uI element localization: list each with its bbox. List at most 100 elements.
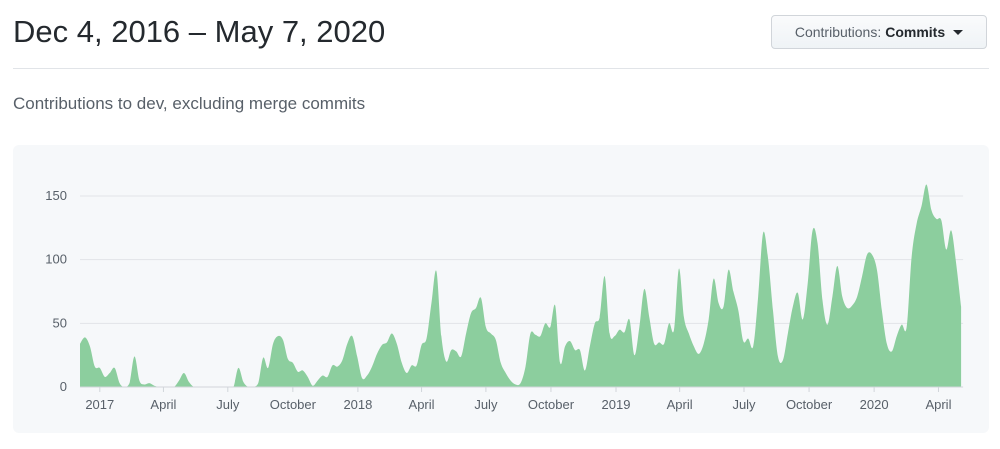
data-point — [439, 334, 443, 338]
data-point — [583, 368, 587, 372]
data-point — [672, 328, 676, 332]
data-point — [142, 382, 146, 386]
data-point — [702, 342, 706, 346]
data-point — [405, 371, 409, 375]
data-point — [256, 381, 260, 385]
data-point — [642, 287, 646, 291]
data-point — [558, 361, 562, 365]
data-point — [88, 344, 92, 348]
data-point — [751, 344, 755, 348]
data-point — [420, 343, 424, 347]
data-point — [722, 305, 726, 309]
data-point — [533, 333, 537, 337]
data-point — [345, 342, 349, 346]
data-point — [682, 315, 686, 319]
data-point — [538, 334, 542, 338]
data-point — [385, 340, 389, 344]
data-point — [528, 332, 532, 336]
data-point — [469, 311, 473, 315]
data-point — [429, 301, 433, 305]
data-point — [464, 332, 468, 336]
x-tick-label: 2020 — [860, 397, 889, 412]
data-point — [306, 375, 310, 379]
data-point — [905, 325, 909, 329]
data-point — [915, 222, 919, 226]
data-point — [771, 309, 775, 313]
data-point — [355, 354, 359, 358]
data-point — [623, 330, 627, 334]
data-point — [98, 366, 102, 370]
data-point — [514, 382, 518, 386]
data-point — [895, 334, 899, 338]
data-point — [350, 334, 354, 338]
data-point — [766, 256, 770, 260]
dropdown-prefix: Contributions: — [794, 24, 882, 40]
x-tick-label: July — [474, 397, 498, 412]
data-point — [627, 318, 631, 322]
data-point — [301, 368, 305, 372]
data-point — [845, 306, 849, 310]
divider — [13, 68, 989, 69]
data-point — [741, 339, 745, 343]
data-point — [618, 328, 622, 332]
data-point — [296, 370, 300, 374]
data-point — [335, 365, 339, 369]
y-tick-label: 100 — [45, 252, 67, 267]
x-tick-label: April — [925, 397, 951, 412]
data-point — [830, 295, 834, 299]
data-point — [944, 247, 948, 251]
data-point — [93, 365, 97, 369]
data-point — [647, 315, 651, 319]
data-point — [187, 380, 191, 384]
data-point — [519, 381, 523, 385]
contributions-dropdown[interactable]: Contributions: Commits — [771, 15, 987, 49]
data-point — [118, 381, 122, 385]
data-point — [840, 295, 844, 299]
data-point — [588, 344, 592, 348]
data-point — [360, 376, 364, 380]
data-point — [939, 218, 943, 222]
commits-area — [80, 184, 962, 387]
data-point — [959, 305, 963, 309]
data-point — [652, 342, 656, 346]
data-point — [316, 379, 320, 383]
data-point — [791, 305, 795, 309]
data-point — [806, 282, 810, 286]
data-point — [662, 342, 666, 346]
data-point — [786, 332, 790, 336]
data-point — [261, 356, 265, 360]
data-point — [380, 343, 384, 347]
data-point — [390, 332, 394, 336]
data-point — [276, 334, 280, 338]
data-point — [479, 296, 483, 300]
x-tick-label: October — [528, 397, 575, 412]
data-point — [415, 363, 419, 367]
data-point — [910, 255, 914, 259]
data-point — [821, 298, 825, 302]
data-point — [667, 321, 671, 325]
x-tick-label: October — [270, 397, 317, 412]
data-point — [816, 241, 820, 245]
data-point — [454, 349, 458, 353]
x-tick-label: July — [732, 397, 756, 412]
data-point — [182, 371, 186, 375]
data-point — [484, 325, 488, 329]
data-point — [598, 315, 602, 319]
data-point — [900, 323, 904, 327]
data-point — [717, 301, 721, 305]
data-point — [425, 337, 429, 341]
data-point — [321, 374, 325, 378]
caret-down-icon — [953, 29, 964, 35]
data-point — [850, 304, 854, 308]
data-point — [474, 306, 478, 310]
data-point — [286, 357, 290, 361]
data-point — [330, 363, 334, 367]
data-point — [677, 267, 681, 271]
y-tick-label: 150 — [45, 188, 67, 203]
chart-subtitle: Contributions to dev, excluding merge co… — [13, 94, 366, 113]
data-point — [326, 375, 330, 379]
data-point — [855, 295, 859, 299]
data-point — [726, 268, 730, 272]
data-point — [543, 321, 547, 325]
x-tick-label: 2019 — [602, 397, 631, 412]
